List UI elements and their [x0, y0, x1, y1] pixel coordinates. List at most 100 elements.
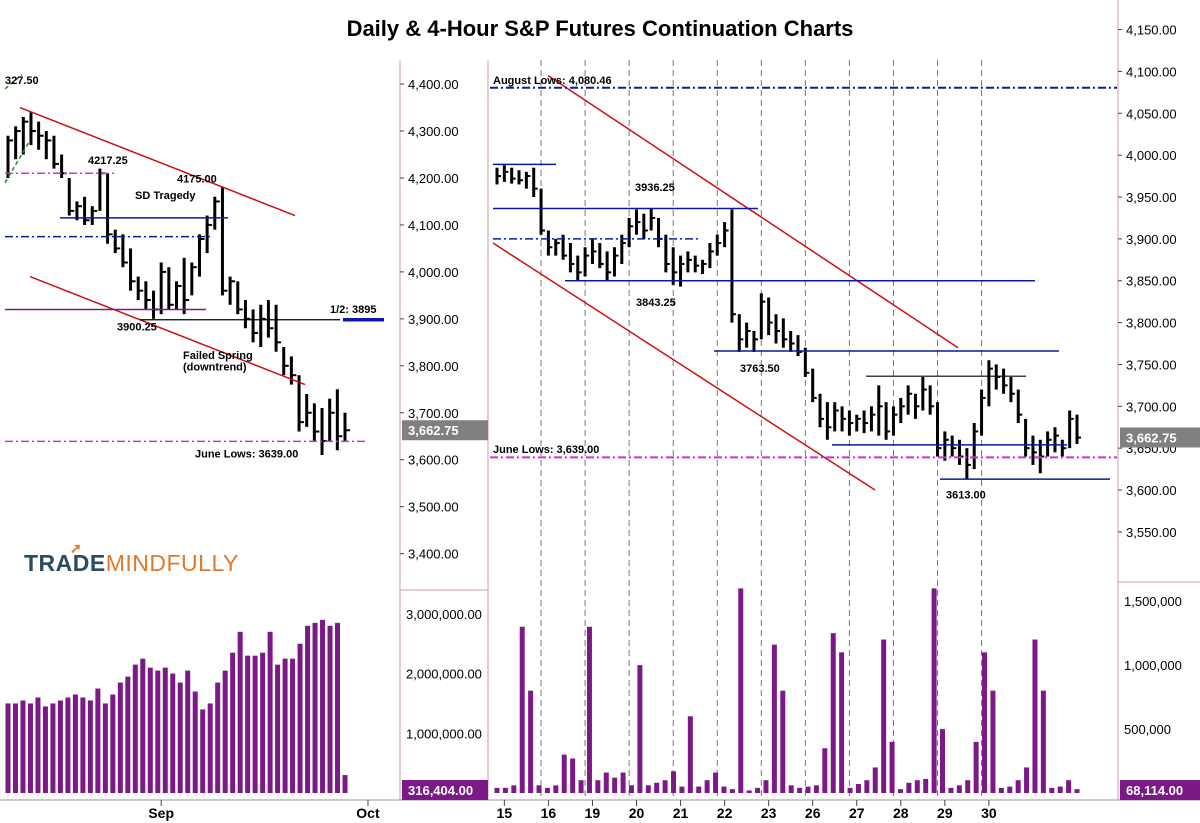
x-tick-label: 16	[541, 805, 557, 821]
volume-bar	[679, 786, 685, 793]
volume-bar	[956, 785, 962, 793]
volume-bar	[50, 703, 56, 793]
volume-bar	[57, 700, 63, 793]
y-tick-label: 4,100.00	[1126, 64, 1177, 79]
volume-bar	[207, 703, 213, 793]
volume-bar	[1049, 787, 1055, 793]
volume-bar	[586, 626, 592, 793]
x-tick-label: 22	[717, 805, 733, 821]
volume-tick-label: 3,000,000.00	[406, 607, 482, 622]
annotation-label: 327.50	[5, 75, 39, 87]
volume-bar	[536, 785, 542, 793]
annotation-label: June Lows: 3639.00	[195, 448, 298, 460]
volume-bar	[612, 777, 618, 793]
volume-bar	[595, 780, 601, 793]
volume-tick-label: 1,500,000	[1124, 594, 1182, 609]
volume-last-tag	[1120, 780, 1200, 800]
volume-bar	[327, 625, 333, 793]
volume-bar	[855, 784, 861, 793]
volume-bar	[102, 703, 108, 793]
volume-bar	[729, 789, 735, 793]
y-tick-label: 3,800.00	[408, 359, 459, 374]
volume-bar	[20, 700, 26, 793]
y-tick-label: 3,700.00	[1126, 399, 1177, 414]
y-tick-label: 3,500.00	[408, 500, 459, 515]
x-tick-label: 28	[893, 805, 909, 821]
volume-bar	[65, 697, 71, 793]
trend-line-lower	[492, 242, 876, 491]
volume-bar	[637, 665, 643, 793]
volume-bar	[780, 690, 786, 793]
volume-bar	[275, 664, 281, 793]
volume-bar	[110, 694, 116, 793]
volume-bar	[628, 785, 634, 793]
y-tick-label: 3,600.00	[408, 453, 459, 468]
volume-bar	[335, 622, 341, 793]
volume-bar	[237, 631, 243, 793]
annotation-label: 3936.25	[635, 182, 675, 194]
volume-bar	[578, 780, 584, 793]
volume-bar	[87, 700, 93, 793]
volume-bar	[696, 786, 702, 793]
up-arrow-icon: ➚	[70, 540, 83, 556]
volume-bar	[267, 631, 273, 793]
volume-bar	[72, 694, 78, 793]
last-price-label: 3,662.75	[408, 423, 459, 438]
y-tick-label: 3,400.00	[408, 547, 459, 562]
x-tick-label: 19	[585, 805, 601, 821]
y-tick-label: 3,750.00	[1126, 357, 1177, 372]
volume-bar	[511, 785, 517, 793]
y-tick-label: 4,200.00	[408, 171, 459, 186]
volume-bar	[5, 703, 11, 793]
volume-tick-label: 500,000	[1124, 722, 1171, 737]
volume-bar	[519, 626, 525, 793]
volume-bar	[872, 767, 878, 793]
volume-tick-label: 1,000,000.00	[406, 726, 482, 741]
y-tick-label: 4,100.00	[408, 218, 459, 233]
y-tick-label: 3,600.00	[1126, 483, 1177, 498]
volume-bar	[570, 758, 576, 793]
volume-bar	[260, 652, 266, 793]
volume-bar	[931, 588, 937, 793]
x-tick-label: 27	[849, 805, 865, 821]
volume-bar	[897, 789, 903, 793]
last-price-label: 3,662.75	[1126, 430, 1177, 445]
x-tick-label: Sep	[148, 805, 174, 821]
annotation-label: 4175.00	[177, 174, 217, 186]
volume-bar	[177, 682, 183, 793]
y-tick-label: 4,150.00	[1126, 23, 1177, 38]
volume-bar	[147, 667, 153, 793]
annotation-label: 3843.25	[636, 297, 676, 309]
logo-part2: MINDFULLY	[105, 550, 239, 576]
annotation-label: SD Tragedy	[135, 190, 196, 202]
volume-bar	[1015, 780, 1021, 793]
x-tick-label: 23	[761, 805, 777, 821]
volume-bar	[561, 754, 567, 793]
volume-bar	[282, 658, 288, 793]
volume-bar	[215, 682, 221, 793]
volume-bar	[721, 786, 727, 793]
volume-bar	[12, 703, 18, 793]
volume-bar	[1007, 786, 1013, 793]
volume-bar	[162, 667, 168, 793]
volume-bar	[763, 780, 769, 793]
volume-bar	[704, 780, 710, 793]
volume-bar	[788, 785, 794, 793]
volume-bar	[847, 787, 853, 793]
volume-bar	[200, 709, 206, 793]
trend-line-lower	[29, 275, 306, 386]
volume-bar	[998, 787, 1004, 793]
x-tick-label: 29	[937, 805, 953, 821]
volume-bar	[192, 691, 198, 793]
annotation-label: 4217.25	[88, 155, 128, 167]
last-price-tag	[402, 420, 488, 441]
volume-bar	[990, 690, 996, 793]
green-dashed-line	[4, 74, 23, 90]
volume-bar	[948, 787, 954, 793]
volume-bar	[965, 780, 971, 793]
y-tick-label: 3,950.00	[1126, 190, 1177, 205]
volume-bar	[755, 787, 761, 793]
volume-bar	[914, 780, 920, 793]
volume-last-label: 316,404.00	[408, 783, 473, 798]
